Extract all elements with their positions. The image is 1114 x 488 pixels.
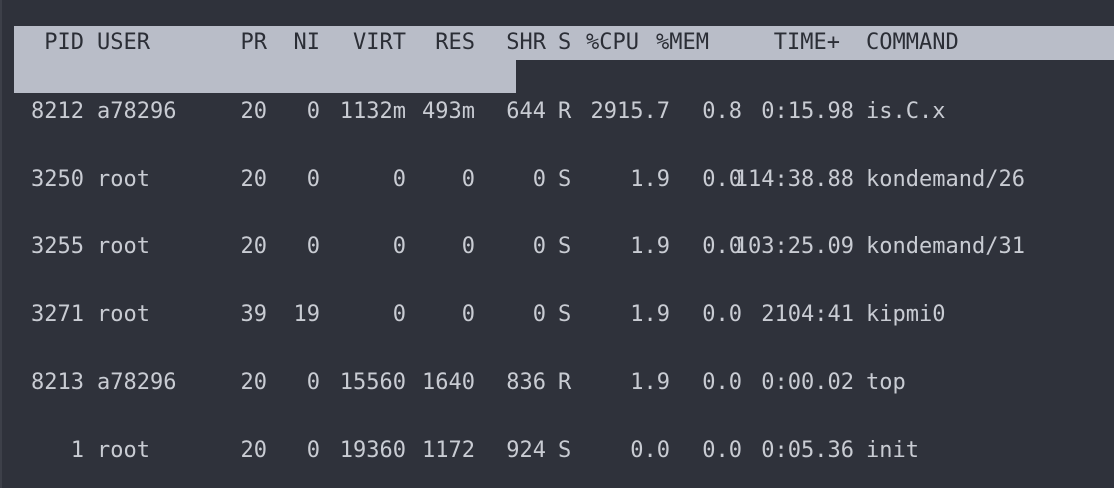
process-user: root (97, 167, 150, 192)
process-ni: 0 (306, 438, 320, 463)
header-pid: PID (44, 30, 84, 55)
process-pid: 8213 (31, 370, 84, 395)
process-time: 2104:41 (761, 302, 854, 327)
process-mem: 0.0 (702, 302, 742, 327)
process-pr: 39 (240, 302, 268, 327)
process-s: S (558, 438, 572, 463)
process-time: 0:05.36 (761, 438, 854, 463)
process-ni: 19 (293, 302, 321, 327)
header-s: S (558, 30, 572, 55)
process-cpu: 1.9 (630, 234, 670, 259)
process-pid: 3271 (31, 302, 84, 327)
process-cpu: 1.9 (630, 167, 670, 192)
process-res: 493m (422, 99, 475, 124)
process-pid: 3250 (31, 167, 84, 192)
process-pr: 20 (240, 234, 268, 259)
process-res: 0 (461, 167, 475, 192)
header-ni: NI (293, 30, 321, 55)
process-ni: 0 (306, 167, 320, 192)
process-mem: 0.8 (702, 99, 742, 124)
process-virt: 0 (392, 302, 406, 327)
process-virt: 1132m (339, 99, 406, 124)
process-cpu: 1.9 (630, 302, 670, 327)
process-pr: 20 (240, 370, 268, 395)
header-virt: VIRT (353, 30, 406, 55)
header-pr: PR (240, 30, 268, 55)
process-mem: 0.0 (702, 438, 742, 463)
process-shr: 836 (506, 370, 546, 395)
process-shr: 0 (532, 302, 546, 327)
process-mem: 0.0 (702, 370, 742, 395)
process-cpu: 1.9 (630, 370, 670, 395)
process-time: 114:38.88 (734, 167, 854, 192)
process-command: kondemand/31 (866, 234, 1025, 259)
process-command: kondemand/26 (866, 167, 1025, 192)
process-res: 1172 (422, 438, 475, 463)
process-virt: 0 (392, 234, 406, 259)
header-cpu: %CPU (586, 30, 639, 55)
process-user: a78296 (97, 370, 177, 395)
process-pr: 20 (240, 438, 268, 463)
column-header-row: PID USER PR NI VIRT RES SHR S %CPU %MEM … (2, 28, 958, 58)
process-cpu: 0.0 (630, 438, 670, 463)
process-command: init (866, 438, 919, 463)
process-virt: 0 (392, 167, 406, 192)
process-pr: 20 (240, 99, 268, 124)
process-mem: 0.0 (702, 167, 742, 192)
process-shr: 924 (506, 438, 546, 463)
header-shr: SHR (506, 30, 546, 55)
process-pid: 3255 (31, 234, 84, 259)
process-s: S (558, 167, 572, 192)
process-s: S (558, 234, 572, 259)
header-command: COMMAND (866, 30, 959, 55)
process-mem: 0.0 (702, 234, 742, 259)
process-s: R (558, 370, 572, 395)
process-time: 103:25.09 (734, 234, 854, 259)
process-command: kipmi0 (866, 302, 946, 327)
header-res: RES (435, 30, 475, 55)
header-mem: %MEM (656, 30, 709, 55)
process-shr: 0 (532, 234, 546, 259)
process-virt: 19360 (339, 438, 406, 463)
process-user: root (97, 302, 150, 327)
column-header-highlight-extension (14, 60, 516, 93)
process-res: 0 (461, 302, 475, 327)
process-shr: 0 (532, 167, 546, 192)
process-user: root (97, 438, 150, 463)
process-s: S (558, 302, 572, 327)
process-cpu: 2915.7 (590, 99, 670, 124)
process-pid: 8212 (31, 99, 84, 124)
header-user: USER (97, 30, 150, 55)
process-virt: 15560 (339, 370, 406, 395)
process-ni: 0 (306, 370, 320, 395)
header-time: TIME+ (773, 30, 840, 55)
process-shr: 644 (506, 99, 546, 124)
process-user: a78296 (97, 99, 177, 124)
column-header-highlight (14, 26, 1114, 60)
process-s: R (558, 99, 572, 124)
process-time: 0:00.02 (761, 370, 854, 395)
process-res: 1640 (422, 370, 475, 395)
process-command: is.C.x (866, 99, 946, 124)
process-ni: 0 (306, 234, 320, 259)
process-command: top (866, 370, 906, 395)
process-ni: 0 (306, 99, 320, 124)
process-res: 0 (461, 234, 475, 259)
process-pid: 1 (70, 438, 84, 463)
process-time: 0:15.98 (761, 99, 854, 124)
process-pr: 20 (240, 167, 268, 192)
process-user: root (97, 234, 150, 259)
